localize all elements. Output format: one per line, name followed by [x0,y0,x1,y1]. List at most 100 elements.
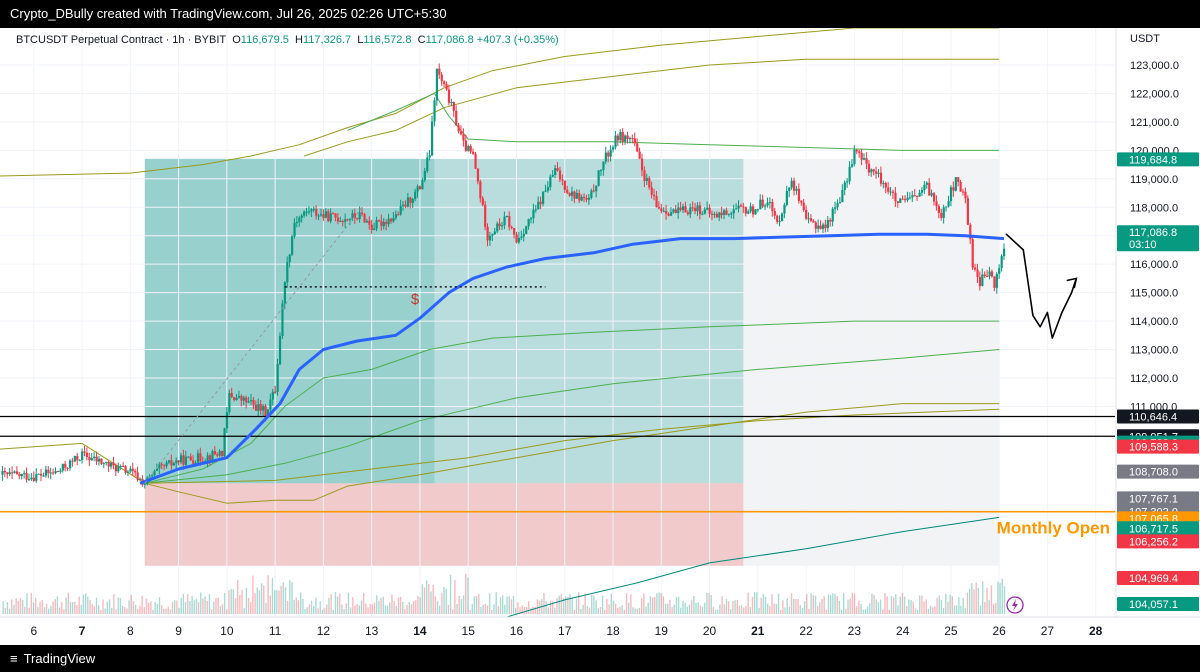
candle-up [187,456,190,458]
volume-bar [945,593,947,614]
volume-bar [397,597,400,614]
volume-bar [113,593,115,614]
volume-bar [884,593,886,614]
candle-down [498,223,501,227]
candle-up [303,211,306,216]
volume-bar [447,604,450,614]
candle-up [44,469,48,476]
volume-bar [425,580,428,614]
lightning-icon[interactable] [1006,596,1024,614]
candle-up [749,206,752,212]
volume-bar [439,605,441,614]
candle-down [199,453,202,462]
volume-bar [382,596,384,614]
candle-up [908,197,912,199]
candle-up [307,211,311,213]
symbol-label[interactable]: BTCUSDT Perpetual Contract · 1h · BYBIT [16,34,227,46]
candle-up [421,180,424,190]
price-chart[interactable]: $Monthly Open 111,000.0112,000.0113,000.… [0,28,1200,645]
volume-bar [771,594,773,614]
volume-bar [797,599,799,614]
volume-bar [856,606,858,614]
volume-bar [897,605,899,614]
time-tick-label: 12 [317,624,331,638]
price-tick-label: 121,000.0 [1130,117,1179,129]
volume-bar [916,609,919,614]
candle-up [288,254,291,263]
candle-up [223,428,226,456]
candle-down [744,207,747,214]
candle-up [20,473,23,477]
volume-bar [273,590,276,614]
volume-bar [986,587,988,614]
volume-bar [132,601,135,614]
tradingview-logo-icon: ≡ [10,651,18,666]
candle-down [418,186,422,190]
volume-bar [499,597,502,614]
volume-bar [165,608,167,614]
volume-bar [953,605,956,614]
candle-down [443,81,446,85]
volume-bar [234,598,237,614]
candle-up [918,192,921,197]
volume-bar [597,608,599,614]
candle-up [546,187,550,191]
volume-bar [873,594,875,614]
candle-down [361,212,364,214]
candle-down [829,219,832,222]
volume-bar [391,594,393,614]
volume-bar [278,590,280,614]
green-band-upper [347,92,1000,151]
candle-up [790,180,793,188]
candle-up [836,203,839,208]
volume-bar [250,602,252,614]
volume-bar [17,601,20,614]
candle-up [262,405,265,411]
candle-up [242,397,245,401]
candle-up [387,218,390,225]
volume-bar [421,584,424,614]
volume-bar [901,592,904,614]
footer-bar: ≡ TradingView [0,645,1200,672]
volume-bar [578,592,580,614]
volume-bar [482,604,484,614]
change-value: +407.3 (+0.35%) [476,34,559,46]
candle-down [515,234,518,243]
candle-up [727,213,731,215]
volume-bar [942,608,945,614]
candle-up [237,395,241,398]
candle-up [414,191,417,200]
projection-arrow-shaft [1070,278,1078,293]
volume-bar [356,604,358,614]
volume-bar [291,582,293,614]
volume-bar [564,596,567,614]
volume-bar [949,594,951,614]
candle-up [756,209,760,211]
candle-down [776,215,779,222]
candle-up [542,191,545,204]
candle-down [974,267,977,270]
volume-bar [936,597,938,614]
candle-up [27,479,31,481]
candle-down [720,212,723,215]
volume-bar [925,599,927,614]
volume-bar [158,597,161,614]
price-tick-label: 112,000.0 [1130,373,1178,385]
time-tick-label: 6 [30,624,37,638]
volume-bar [315,598,317,614]
volume-bar [493,604,495,614]
volume-bar [267,575,269,614]
volume-bar [877,602,880,614]
candle-down [445,84,448,90]
volume-bar [276,589,278,614]
volume-bar [156,603,159,614]
candle-down [739,205,743,207]
candle-down [631,137,634,139]
volume-bar [512,595,515,614]
volume-bar [869,603,871,614]
volume-bar [67,592,69,614]
candle-down [404,204,407,207]
volume-bar [871,593,873,614]
volume-bar [408,601,410,614]
candle-down [472,151,475,154]
